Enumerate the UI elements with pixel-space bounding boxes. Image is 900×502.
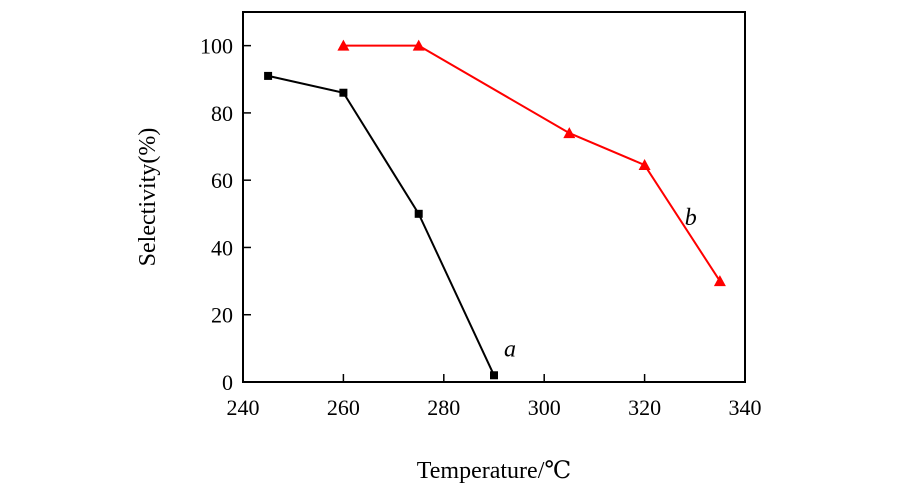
data-point-a [264,71,273,80]
series-layer [264,39,726,380]
y-tick-label: 0 [222,370,233,395]
series-line-a [267,74,495,376]
data-point-a [414,209,423,218]
plot-frame [242,11,746,383]
data-point-a [490,371,498,380]
series-label-a: a [504,336,516,362]
y-tick-label: 20 [211,303,233,328]
data-point-b [563,127,576,139]
y-axis-title: Selectivity(%) [135,128,161,267]
data-point-a [339,88,348,97]
y-tick-label: 80 [211,101,233,126]
x-tick-label: 300 [528,395,561,420]
x-axis: 240 260 280 300 320 340 [227,374,762,420]
y-tick-label: 100 [200,34,233,59]
series-line-b [343,44,721,282]
x-tick-label: 260 [327,395,360,420]
series-label-b: b [685,205,697,231]
y-tick-label: 60 [211,168,233,193]
data-point-b [713,275,726,287]
x-tick-label: 320 [628,395,661,420]
y-tick-label: 40 [211,235,233,260]
x-tick-label: 280 [427,395,460,420]
annotations-layer: ab [504,205,697,362]
x-tick-label: 240 [227,395,260,420]
y-axis: 0 20 40 60 80 100 [200,34,251,395]
x-tick-label: 340 [729,395,762,420]
data-point-b [337,39,350,51]
data-point-b [638,159,651,171]
x-axis-title: Temperature/℃ [417,458,571,484]
data-point-b [412,39,425,51]
